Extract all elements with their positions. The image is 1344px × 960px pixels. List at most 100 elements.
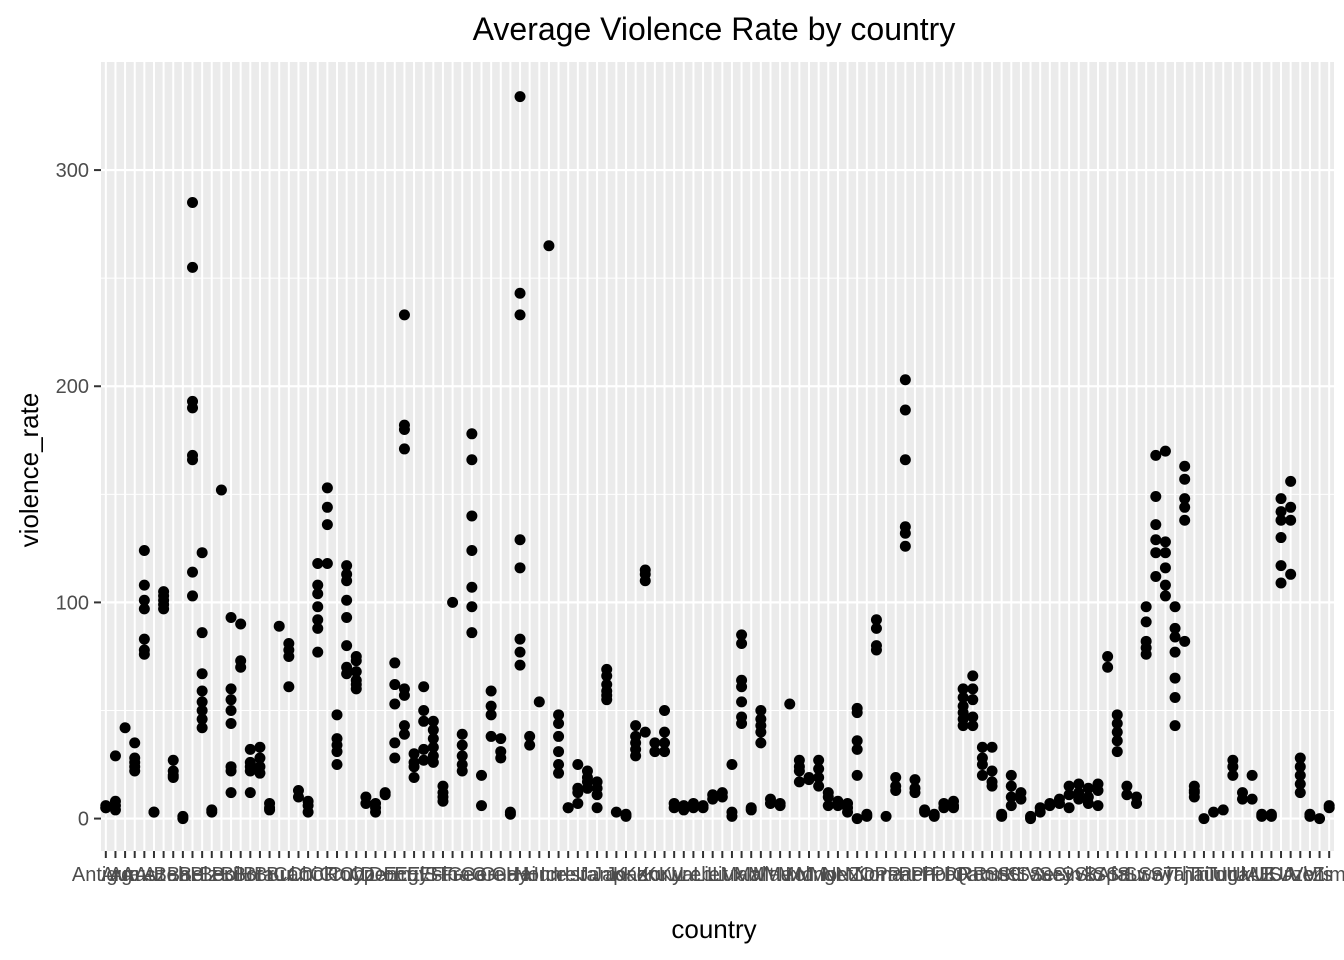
data-point (553, 746, 565, 758)
x-tick-label: Ecu (384, 864, 418, 886)
x-tick-label: USA (1254, 864, 1296, 886)
data-point (822, 800, 834, 812)
data-point (1285, 514, 1297, 526)
data-point (312, 558, 324, 570)
data-point (196, 722, 208, 734)
x-tick-label: Guy (492, 864, 529, 886)
data-point (350, 655, 362, 667)
data-point (736, 681, 748, 693)
data-point (341, 594, 353, 606)
data-point (447, 596, 459, 608)
data-point (1179, 501, 1191, 513)
data-point (427, 733, 439, 745)
data-point (1005, 769, 1017, 781)
x-tick-label: StV (1007, 864, 1040, 886)
data-point (1217, 804, 1229, 816)
data-point (1159, 579, 1171, 591)
data-point (254, 741, 266, 753)
data-point (187, 590, 199, 602)
data-point (678, 804, 690, 816)
x-tick-label: Tur (1205, 864, 1235, 886)
data-point (851, 735, 863, 747)
data-point (1053, 797, 1065, 809)
data-point (1082, 797, 1094, 809)
data-point (1111, 717, 1123, 729)
data-point (196, 685, 208, 697)
data-point (485, 709, 497, 721)
data-point (302, 806, 314, 818)
data-point (1005, 780, 1017, 792)
data-point (514, 659, 526, 671)
data-point (1063, 780, 1075, 792)
x-tick-label: Aze (143, 864, 177, 886)
x-tick-label: Antigua (72, 864, 141, 886)
data-point (697, 802, 709, 814)
data-point (341, 575, 353, 587)
data-point (331, 759, 343, 771)
x-tick-label: Fra (440, 864, 471, 886)
data-point (553, 709, 565, 721)
data-point (899, 540, 911, 552)
data-point (553, 717, 565, 729)
data-point (389, 698, 401, 710)
data-point (610, 806, 622, 818)
x-tick-label: Rom (959, 864, 1001, 886)
data-point (235, 661, 247, 673)
data-point (1159, 536, 1171, 548)
data-point (938, 802, 950, 814)
data-points (100, 91, 1335, 825)
data-point (842, 806, 854, 818)
data-point (1111, 735, 1123, 747)
data-point (976, 741, 988, 753)
data-point (321, 501, 333, 513)
x-tick-label: Uzb (1279, 864, 1315, 886)
data-point (1179, 460, 1191, 472)
data-point (1275, 560, 1287, 572)
data-point (659, 704, 671, 716)
data-point (466, 428, 478, 440)
data-point (514, 309, 526, 321)
data-point (495, 733, 507, 745)
x-tick-label: Sau (1016, 864, 1052, 886)
data-point (861, 810, 873, 822)
data-point (899, 527, 911, 539)
data-point (1111, 709, 1123, 721)
x-tick-label: Zim (1313, 864, 1344, 886)
data-point (1169, 720, 1181, 732)
data-point (398, 309, 410, 321)
data-point (639, 726, 651, 738)
data-point (514, 646, 526, 658)
x-tick-label: Mon (785, 864, 824, 886)
x-tick-label: Ice (540, 864, 567, 886)
data-point (745, 804, 757, 816)
x-tick-label: Mor (810, 864, 845, 886)
major-gridlines (101, 168, 1334, 820)
data-point (408, 748, 420, 760)
x-tick-label: Ire (553, 864, 576, 886)
data-point (870, 622, 882, 634)
data-point (408, 772, 420, 784)
data-point (100, 802, 112, 814)
data-point (312, 614, 324, 626)
data-point (1073, 793, 1085, 805)
x-tick-label: Hon (513, 864, 550, 886)
data-point (283, 681, 295, 693)
x-tick-label: Mal (734, 864, 766, 886)
data-point (659, 737, 671, 749)
data-point (398, 728, 410, 740)
x-tick-label: Net (822, 864, 854, 886)
data-point (138, 594, 150, 606)
x-tick-label: Syr (1150, 864, 1180, 886)
data-point (813, 754, 825, 766)
data-point (899, 404, 911, 416)
data-point (755, 704, 767, 716)
data-point (389, 752, 401, 764)
data-point (321, 519, 333, 531)
data-point (312, 601, 324, 613)
data-point (312, 588, 324, 600)
x-tick-label: Aus (121, 864, 155, 886)
data-point (244, 743, 256, 755)
data-point (736, 696, 748, 708)
x-tick-label: Arg (101, 864, 132, 886)
